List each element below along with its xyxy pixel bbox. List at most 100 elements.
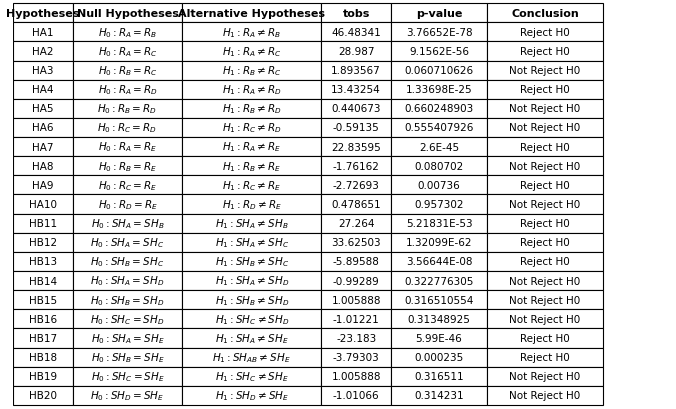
Text: HB18: HB18 [29,352,57,362]
Bar [487,233,603,252]
Text: 33.62503: 33.62503 [331,238,381,248]
Text: Reject H0: Reject H0 [521,352,570,362]
Text: $H_0:SH_D=SH_E$: $H_0:SH_D=SH_E$ [91,389,164,402]
Bar [182,290,321,310]
Bar [73,81,182,99]
Text: -1.01066: -1.01066 [333,390,379,400]
Bar [391,157,487,176]
Text: 1.005888: 1.005888 [331,371,381,381]
Bar [13,81,73,99]
Bar [391,348,487,367]
Bar [73,290,182,310]
Bar [487,310,603,328]
Bar [73,138,182,157]
Bar [182,367,321,386]
Text: HA5: HA5 [32,104,53,114]
Text: $H_0:R_B=R_C$: $H_0:R_B=R_C$ [97,64,158,78]
Bar [13,99,73,119]
Text: Reject H0: Reject H0 [521,218,570,229]
Text: -2.72693: -2.72693 [333,180,380,191]
Text: $H_1:R_C\neq R_D$: $H_1:R_C\neq R_D$ [222,121,282,135]
Bar [13,214,73,233]
Text: $H_1:R_C\neq R_E$: $H_1:R_C\neq R_E$ [222,179,281,192]
Text: $H_0:SH_A=SH_D$: $H_0:SH_A=SH_D$ [91,274,164,288]
Text: $H_0:SH_C=SH_D$: $H_0:SH_C=SH_D$ [91,312,165,326]
Bar [487,138,603,157]
Text: 0.322776305: 0.322776305 [404,276,474,286]
Bar [182,61,321,81]
Bar [391,4,487,23]
Bar [182,99,321,119]
Bar [391,328,487,348]
Text: 0.316510554: 0.316510554 [404,295,474,305]
Bar [391,386,487,405]
Text: -5.89588: -5.89588 [333,257,380,267]
Text: -3.79303: -3.79303 [333,352,379,362]
Bar [73,271,182,290]
Text: $H_0:R_A=R_C$: $H_0:R_A=R_C$ [97,45,158,58]
Bar [391,61,487,81]
Text: HA1: HA1 [32,28,53,38]
Bar [487,157,603,176]
Text: $H_0:SH_B=SH_C$: $H_0:SH_B=SH_C$ [91,255,164,269]
Bar [391,252,487,271]
Bar [321,252,391,271]
Text: $H_0:SH_B=SH_D$: $H_0:SH_B=SH_D$ [91,293,164,307]
Text: $H_1:R_B\neq R_D$: $H_1:R_B\neq R_D$ [222,102,282,116]
Text: 1.893567: 1.893567 [331,66,381,76]
Bar [13,310,73,328]
Bar [487,386,603,405]
Text: $H_0:R_B=R_D$: $H_0:R_B=R_D$ [97,102,158,116]
Text: 0.440673: 0.440673 [331,104,381,114]
Bar [391,290,487,310]
Text: Not Reject H0: Not Reject H0 [510,390,581,400]
Bar [13,367,73,386]
Bar [13,271,73,290]
Text: $H_1:SH_A\neq SH_D$: $H_1:SH_A\neq SH_D$ [214,274,289,288]
Bar [13,195,73,214]
Bar [13,4,73,23]
Text: Not Reject H0: Not Reject H0 [510,314,581,324]
Bar [13,252,73,271]
Text: 27.264: 27.264 [338,218,375,229]
Bar [13,290,73,310]
Text: 1.32099E-62: 1.32099E-62 [406,238,473,248]
Bar [73,119,182,138]
Bar [13,138,73,157]
Text: 0.000235: 0.000235 [414,352,464,362]
Bar [73,310,182,328]
Text: 0.00736: 0.00736 [418,180,460,191]
Text: Not Reject H0: Not Reject H0 [510,200,581,209]
Text: 3.76652E-78: 3.76652E-78 [406,28,473,38]
Text: 0.316511: 0.316511 [414,371,464,381]
Text: HB16: HB16 [29,314,57,324]
Bar [487,290,603,310]
Text: 46.48341: 46.48341 [331,28,381,38]
Bar [391,23,487,42]
Text: HA9: HA9 [32,180,53,191]
Text: 0.555407926: 0.555407926 [404,123,474,133]
Bar [391,233,487,252]
Text: $H_0:R_C=R_E$: $H_0:R_C=R_E$ [98,179,157,192]
Text: $H_0:R_A=R_D$: $H_0:R_A=R_D$ [97,83,158,97]
Bar [182,252,321,271]
Bar [73,328,182,348]
Bar [321,310,391,328]
Text: $H_1:R_D\neq R_E$: $H_1:R_D\neq R_E$ [222,198,282,211]
Text: $H_1:R_A\neq R_B$: $H_1:R_A\neq R_B$ [222,26,281,40]
Text: HA4: HA4 [32,85,53,95]
Bar [487,252,603,271]
Bar [13,233,73,252]
Text: 0.080702: 0.080702 [414,161,464,171]
Bar [391,81,487,99]
Bar [182,271,321,290]
Bar [73,61,182,81]
Bar [487,23,603,42]
Bar [487,119,603,138]
Text: $H_0:SH_A=SH_C$: $H_0:SH_A=SH_C$ [91,236,164,249]
Bar [487,42,603,61]
Bar [391,195,487,214]
Text: Not Reject H0: Not Reject H0 [510,66,581,76]
Text: $H_0:R_D=R_E$: $H_0:R_D=R_E$ [97,198,158,211]
Text: Alternative Hypotheses: Alternative Hypotheses [178,9,325,19]
